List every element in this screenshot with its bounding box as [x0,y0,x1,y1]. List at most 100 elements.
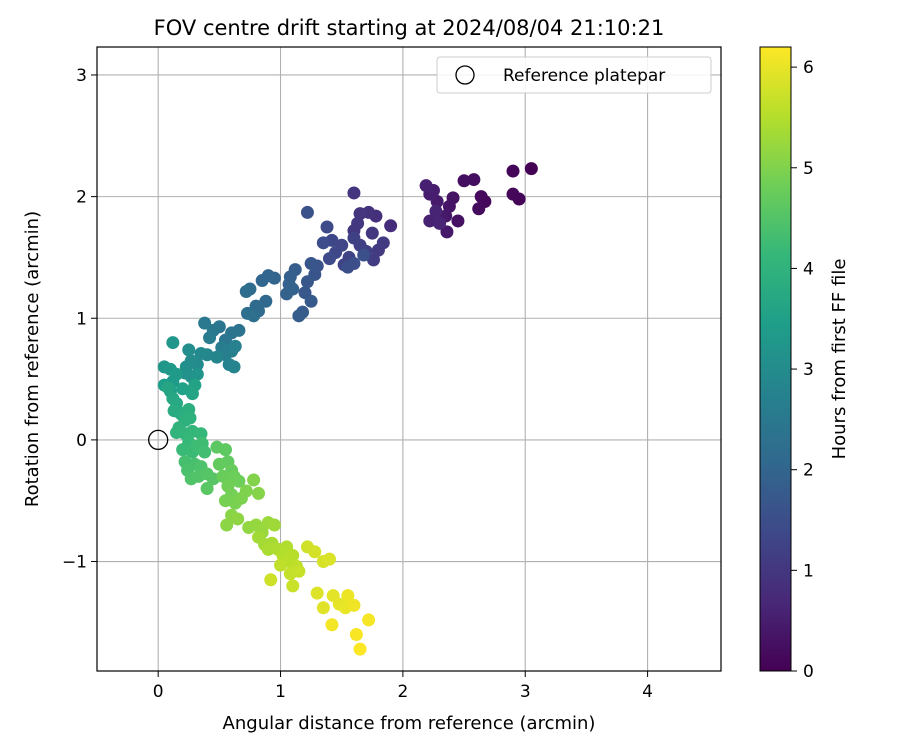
scatter-point [347,186,361,200]
scatter-point [429,204,443,218]
y-axis-ticks: −1 0 1 2 3 [62,66,97,573]
scatter-point [362,613,376,627]
scatter-point [316,601,330,615]
scatter-point [286,282,300,296]
scatter-point [322,552,336,566]
y-tick-label: 2 [76,188,87,208]
scatter-point [198,316,212,330]
x-tick-label: 1 [275,682,286,702]
reference-point [148,429,169,451]
scatter-point [182,343,196,357]
scatter-point [467,173,481,187]
scatter-point [300,275,314,289]
scatter-point [347,598,361,612]
scatter-points [157,162,538,656]
scatter-point [347,231,361,245]
scatter-point [231,512,245,526]
scatter-point [357,248,371,262]
scatter-point [320,220,334,234]
scatter-point [216,469,230,483]
scatter-point [228,339,242,353]
scatter-point [161,381,175,395]
scatter-point [457,174,471,188]
scatter-point [252,486,266,500]
x-axis-ticks: 0 1 2 3 4 [153,671,653,702]
scatter-point [267,518,281,532]
scatter-point [365,226,379,240]
y-tick-label: 1 [76,309,87,329]
legend-box [436,56,712,94]
chart-title: FOV centre drift starting at 2024/08/04 … [154,16,665,40]
legend-label: Reference platepar [503,66,665,86]
colorbar-ticks: 0 1 2 3 4 5 6 [791,58,814,682]
scatter-point [376,236,390,250]
colorbar-label: Hours from first FF file [829,259,850,460]
scatter-point [200,482,214,496]
scatter-point [194,347,208,361]
scatter-point [292,564,306,578]
scatter-point [351,216,365,230]
scatter-point [353,642,367,656]
colorbar-tick-label: 2 [803,461,814,481]
scatter-point [227,360,241,374]
scatter-point [274,558,288,572]
scatter-point [325,618,339,632]
y-tick-label: 3 [76,66,87,86]
scatter-point [419,179,433,193]
scatter-point [259,294,273,308]
scatter-point [286,579,300,593]
scatter-point [203,331,217,345]
colorbar-tick-label: 6 [803,58,814,78]
scatter-point [474,190,488,204]
colorbar-tick-label: 3 [803,360,814,380]
scatter-point [353,207,367,221]
scatter-point [264,573,278,587]
scatter-point [304,257,318,271]
scatter-point [367,253,381,267]
scatter-point [239,484,253,498]
reference-marker [148,429,169,451]
scatter-point [506,164,520,178]
scatter-point [190,367,204,381]
scatter-point [316,236,330,250]
colorbar-tick-label: 4 [803,259,814,279]
colorbar-gradient [759,46,792,672]
scatter-point [220,518,234,532]
scatter-point [218,494,232,508]
scatter-point [322,252,336,266]
x-tick-label: 2 [397,682,408,702]
colorbar-tick-label: 0 [803,662,814,682]
x-tick-label: 0 [153,682,164,702]
scatter-point [206,472,220,486]
y-axis-label: Rotation from reference (arcmin) [22,211,43,507]
y-tick-label: 0 [76,431,87,451]
scatter-point [218,443,232,457]
x-axis-label: Angular distance from reference (arcmin) [223,713,596,734]
plot-frame [96,46,722,672]
scatter-point [247,473,261,487]
scatter-point [384,219,398,233]
scatter-point [185,387,199,401]
scatter-point [506,187,520,201]
colorbar: 0 1 2 3 4 5 6 Hours from first FF file [759,46,850,682]
scatter-point [239,284,253,298]
scatter-point [194,427,208,441]
scatter-point [261,542,275,556]
scatter-point [423,214,437,228]
scatter-point [341,589,355,603]
scatter-point [176,443,190,457]
y-tick-label: −1 [62,553,87,573]
scatter-point [433,216,447,230]
scatter-point [308,545,322,559]
scatter-point [212,457,226,471]
scatter-point [210,350,224,364]
scatter-point [292,309,306,323]
scatter-point [451,214,465,228]
scatter-point [247,309,261,323]
colorbar-tick-label: 5 [803,159,814,179]
scatter-point [472,202,486,216]
scatter-point [349,628,363,642]
scatter-point [183,411,197,425]
